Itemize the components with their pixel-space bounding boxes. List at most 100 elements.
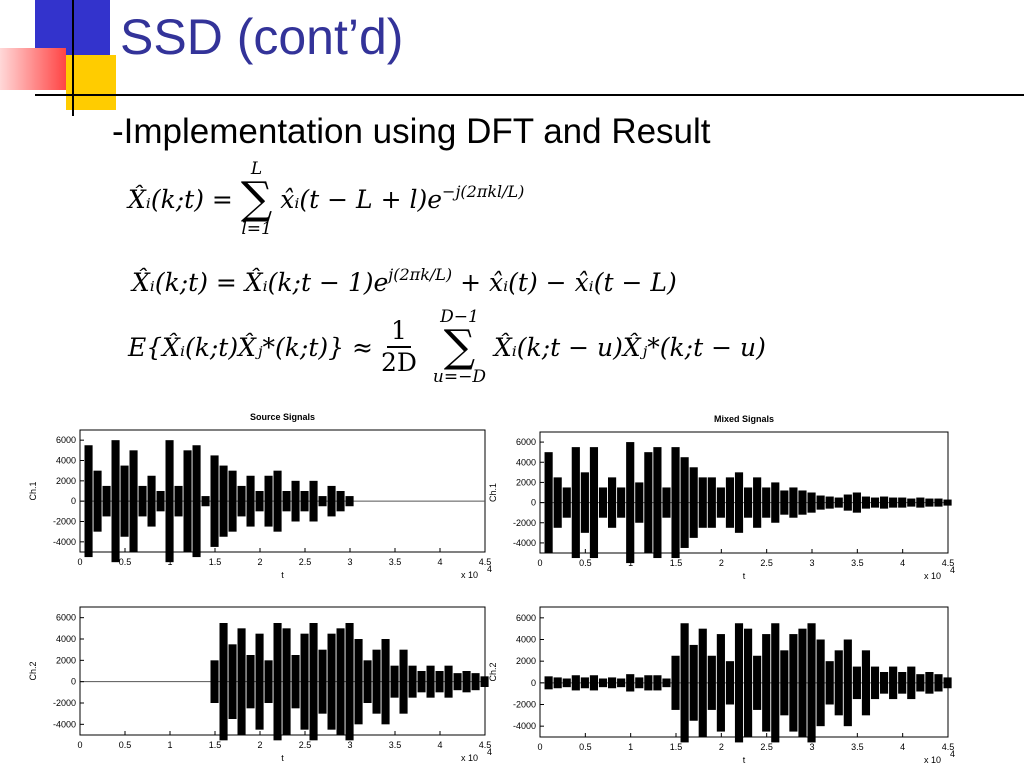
eq-body: X̂ᵢ(k;t − u)X̂ⱼ*(k;t − u): [493, 332, 766, 362]
x-tick-label: 2.5: [760, 742, 773, 752]
waveform-envelope: [553, 677, 562, 689]
waveform-envelope: [201, 496, 210, 507]
waveform-envelope: [174, 485, 183, 517]
waveform-envelope: [716, 487, 725, 518]
waveform-envelope: [282, 491, 291, 512]
x-tick-label: 3.5: [851, 742, 864, 752]
x-tick-label: 4.5: [942, 558, 955, 568]
waveform-envelope: [698, 477, 707, 528]
waveform-envelope: [553, 477, 562, 528]
waveform-envelope: [345, 623, 354, 741]
x-multiplier-exp: 4: [487, 564, 492, 574]
y-tick-label: -4000: [53, 537, 76, 547]
waveform-envelope: [789, 634, 798, 732]
waveform-envelope: [916, 674, 925, 692]
denominator: 2D: [380, 348, 417, 377]
waveform-envelope: [834, 497, 843, 508]
waveform-envelope: [807, 623, 816, 743]
waveform-envelope: [843, 639, 852, 727]
y-tick-label: 2000: [56, 655, 76, 665]
waveform-envelope: [635, 482, 644, 523]
waveform-envelope: [444, 665, 453, 698]
waveform-envelope: [898, 672, 907, 694]
x-tick-label: 4: [437, 740, 442, 750]
waveform-envelope: [934, 498, 943, 507]
x-tick-label: 0.5: [119, 740, 132, 750]
waveform-envelope: [725, 477, 735, 528]
waveform-envelope: [626, 674, 635, 692]
x-tick-label: 3: [347, 557, 352, 567]
waveform-envelope: [734, 472, 744, 533]
waveform-envelope: [816, 495, 825, 510]
eq-body: + x̂ᵢ(t) − x̂ᵢ(t − L): [460, 268, 677, 297]
waveform-envelope: [93, 470, 102, 532]
waveform-envelope: [680, 457, 689, 548]
waveform-envelope: [689, 467, 698, 538]
waveform-envelope: [264, 660, 273, 703]
waveform-envelope: [725, 661, 735, 705]
waveform-envelope: [399, 649, 408, 714]
waveform-envelope: [662, 678, 671, 688]
waveform-envelope: [617, 678, 626, 688]
waveform-envelope: [219, 465, 228, 537]
waveform-envelope: [417, 671, 426, 693]
waveform-envelope: [653, 675, 662, 691]
waveform-envelope: [753, 655, 762, 710]
waveform-envelope: [102, 485, 111, 517]
waveform-envelope: [780, 490, 789, 515]
y-tick-label: 4000: [56, 456, 76, 466]
waveform-envelope: [907, 498, 916, 507]
red-block: [0, 48, 66, 90]
waveform-envelope: [354, 639, 363, 725]
waveform-envelope: [852, 492, 861, 513]
waveform-envelope: [589, 447, 599, 559]
waveform-envelope: [916, 497, 925, 508]
waveform-envelope: [762, 487, 771, 518]
plot-title: Mixed Signals: [714, 414, 774, 424]
x-tick-label: 4: [437, 557, 442, 567]
slide-title: SSD (cont’d): [120, 9, 404, 65]
waveform-envelope: [129, 450, 138, 552]
y-tick-label: 6000: [56, 613, 76, 623]
x-tick-label: 4.5: [479, 740, 492, 750]
waveform-envelope: [300, 491, 309, 512]
waveform-envelope: [255, 633, 264, 730]
x-multiplier: x 10: [924, 755, 941, 765]
summation: D−1 ∑ u=−D: [432, 307, 486, 387]
waveform-envelope: [291, 480, 300, 522]
waveform-envelope: [147, 475, 156, 527]
waveform-envelope: [571, 675, 580, 691]
eq-exponent: j(2πk/L): [388, 265, 453, 284]
waveform-envelope: [816, 639, 825, 727]
waveform-envelope: [309, 623, 318, 741]
waveform-envelope: [608, 677, 617, 689]
waveform-envelope: [734, 623, 744, 743]
x-axis-label: t: [281, 753, 284, 763]
waveform-envelope: [689, 644, 698, 721]
waveform-envelope: [889, 666, 898, 700]
x-multiplier: x 10: [461, 570, 478, 580]
x-tick-label: 0: [537, 558, 542, 568]
waveform-envelope: [237, 485, 246, 517]
waveform-envelope: [138, 485, 147, 517]
x-tick-label: 1: [167, 740, 172, 750]
x-multiplier-exp: 4: [950, 565, 955, 575]
waveform-envelope: [246, 655, 255, 709]
waveform-envelope: [880, 672, 889, 694]
eq-lhs: X̂ᵢ(k;t) =: [128, 184, 233, 214]
x-tick-label: 3: [347, 740, 352, 750]
waveform-envelope: [408, 665, 417, 698]
equation: X̂ᵢ(k;t) = L ∑ l=1 x̂ᵢ(t − L + l)e −j(2πkl/…: [128, 160, 524, 238]
waveform-envelope: [363, 660, 372, 703]
waveform-envelope: [453, 673, 462, 691]
x-tick-label: 3.5: [389, 557, 402, 567]
y-tick-label: -2000: [53, 517, 76, 527]
plot-title: Source Signals: [250, 412, 315, 422]
eq-exponent: −j(2πkl/L): [442, 181, 525, 201]
waveform-envelope: [798, 490, 807, 515]
waveform-envelope: [870, 497, 880, 508]
waveform-envelope: [228, 470, 237, 532]
waveform-envelope: [336, 628, 345, 735]
waveform-envelope: [662, 487, 671, 518]
